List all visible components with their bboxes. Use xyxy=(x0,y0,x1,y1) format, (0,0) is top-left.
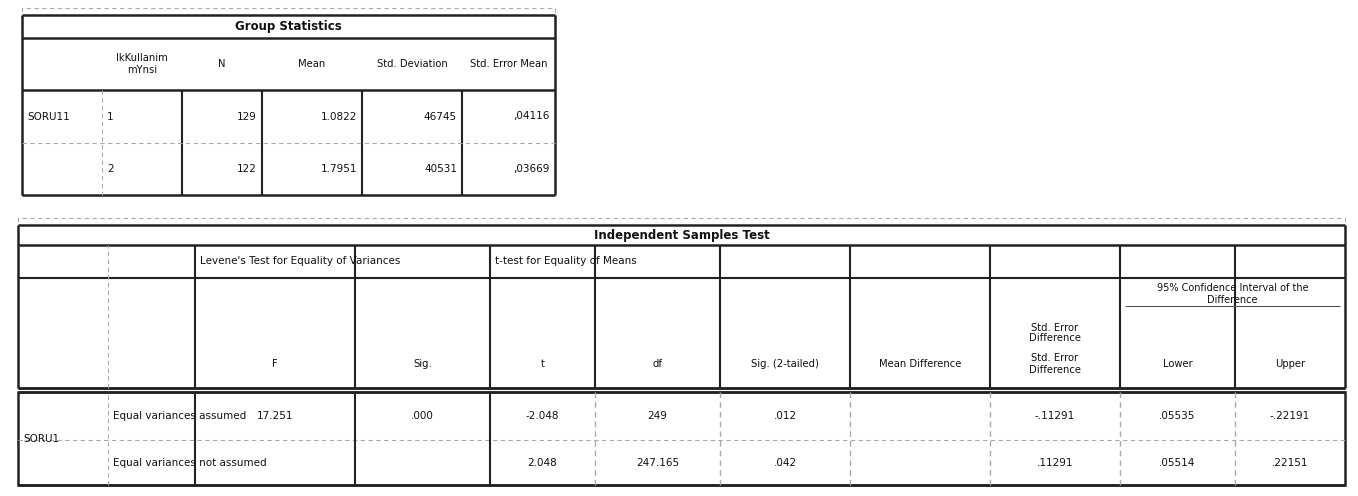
Text: Sig. (2-tailed): Sig. (2-tailed) xyxy=(751,359,819,369)
Text: Std. Error Mean: Std. Error Mean xyxy=(470,59,547,69)
Text: 95% Confidence Interval of the: 95% Confidence Interval of the xyxy=(1157,283,1308,293)
Text: .042: .042 xyxy=(774,457,797,468)
Text: Equal variances assumed: Equal variances assumed xyxy=(113,411,246,421)
Bar xyxy=(18,218,1344,388)
Text: t: t xyxy=(540,359,545,369)
Text: 122: 122 xyxy=(238,164,257,174)
Text: 2.048: 2.048 xyxy=(528,457,557,468)
Text: Std. Deviation: Std. Deviation xyxy=(376,59,447,69)
Text: .05535: .05535 xyxy=(1160,411,1195,421)
Text: 249: 249 xyxy=(648,411,667,421)
Text: 46745: 46745 xyxy=(424,112,458,122)
Text: .22151: .22151 xyxy=(1271,457,1308,468)
Text: ,03669: ,03669 xyxy=(513,164,550,174)
Text: -.22191: -.22191 xyxy=(1270,411,1310,421)
Text: Levene's Test for Equality of Variances: Levene's Test for Equality of Variances xyxy=(200,256,401,266)
Text: 17.251: 17.251 xyxy=(257,411,293,421)
Text: SORU1: SORU1 xyxy=(23,434,60,443)
Text: Std. Error
Difference: Std. Error Difference xyxy=(1029,353,1081,375)
Text: .012: .012 xyxy=(774,411,797,421)
Text: 247.165: 247.165 xyxy=(636,457,679,468)
Text: 1: 1 xyxy=(107,112,114,122)
Text: 1.7951: 1.7951 xyxy=(320,164,357,174)
Text: Sig.: Sig. xyxy=(413,359,432,369)
Bar xyxy=(22,8,555,195)
Text: -.11291: -.11291 xyxy=(1035,411,1076,421)
Text: Equal variances not assumed: Equal variances not assumed xyxy=(113,457,266,468)
Text: .000: .000 xyxy=(411,411,435,421)
Text: Std. Error: Std. Error xyxy=(1032,323,1078,333)
Text: Difference: Difference xyxy=(1029,333,1081,343)
Text: Independent Samples Test: Independent Samples Test xyxy=(593,229,770,242)
Text: N: N xyxy=(219,59,225,69)
Text: Mean: Mean xyxy=(299,59,326,69)
Text: t-test for Equality of Means: t-test for Equality of Means xyxy=(496,256,637,266)
Text: .05514: .05514 xyxy=(1160,457,1195,468)
Text: Mean Difference: Mean Difference xyxy=(879,359,961,369)
Text: 129: 129 xyxy=(238,112,257,122)
Text: df: df xyxy=(652,359,663,369)
Text: IkKullanim
mYnsi: IkKullanim mYnsi xyxy=(117,53,168,75)
Text: Lower: Lower xyxy=(1162,359,1192,369)
Bar xyxy=(18,392,1344,485)
Text: -2.048: -2.048 xyxy=(526,411,559,421)
Text: .11291: .11291 xyxy=(1036,457,1073,468)
Text: Upper: Upper xyxy=(1275,359,1305,369)
Text: Group Statistics: Group Statistics xyxy=(235,20,342,33)
Text: 2: 2 xyxy=(107,164,114,174)
Text: SORU11: SORU11 xyxy=(27,112,69,122)
Text: F: F xyxy=(272,359,278,369)
Text: Difference: Difference xyxy=(1207,295,1258,305)
Text: 40531: 40531 xyxy=(424,164,458,174)
Text: 1.0822: 1.0822 xyxy=(320,112,357,122)
Text: ,04116: ,04116 xyxy=(513,112,550,122)
